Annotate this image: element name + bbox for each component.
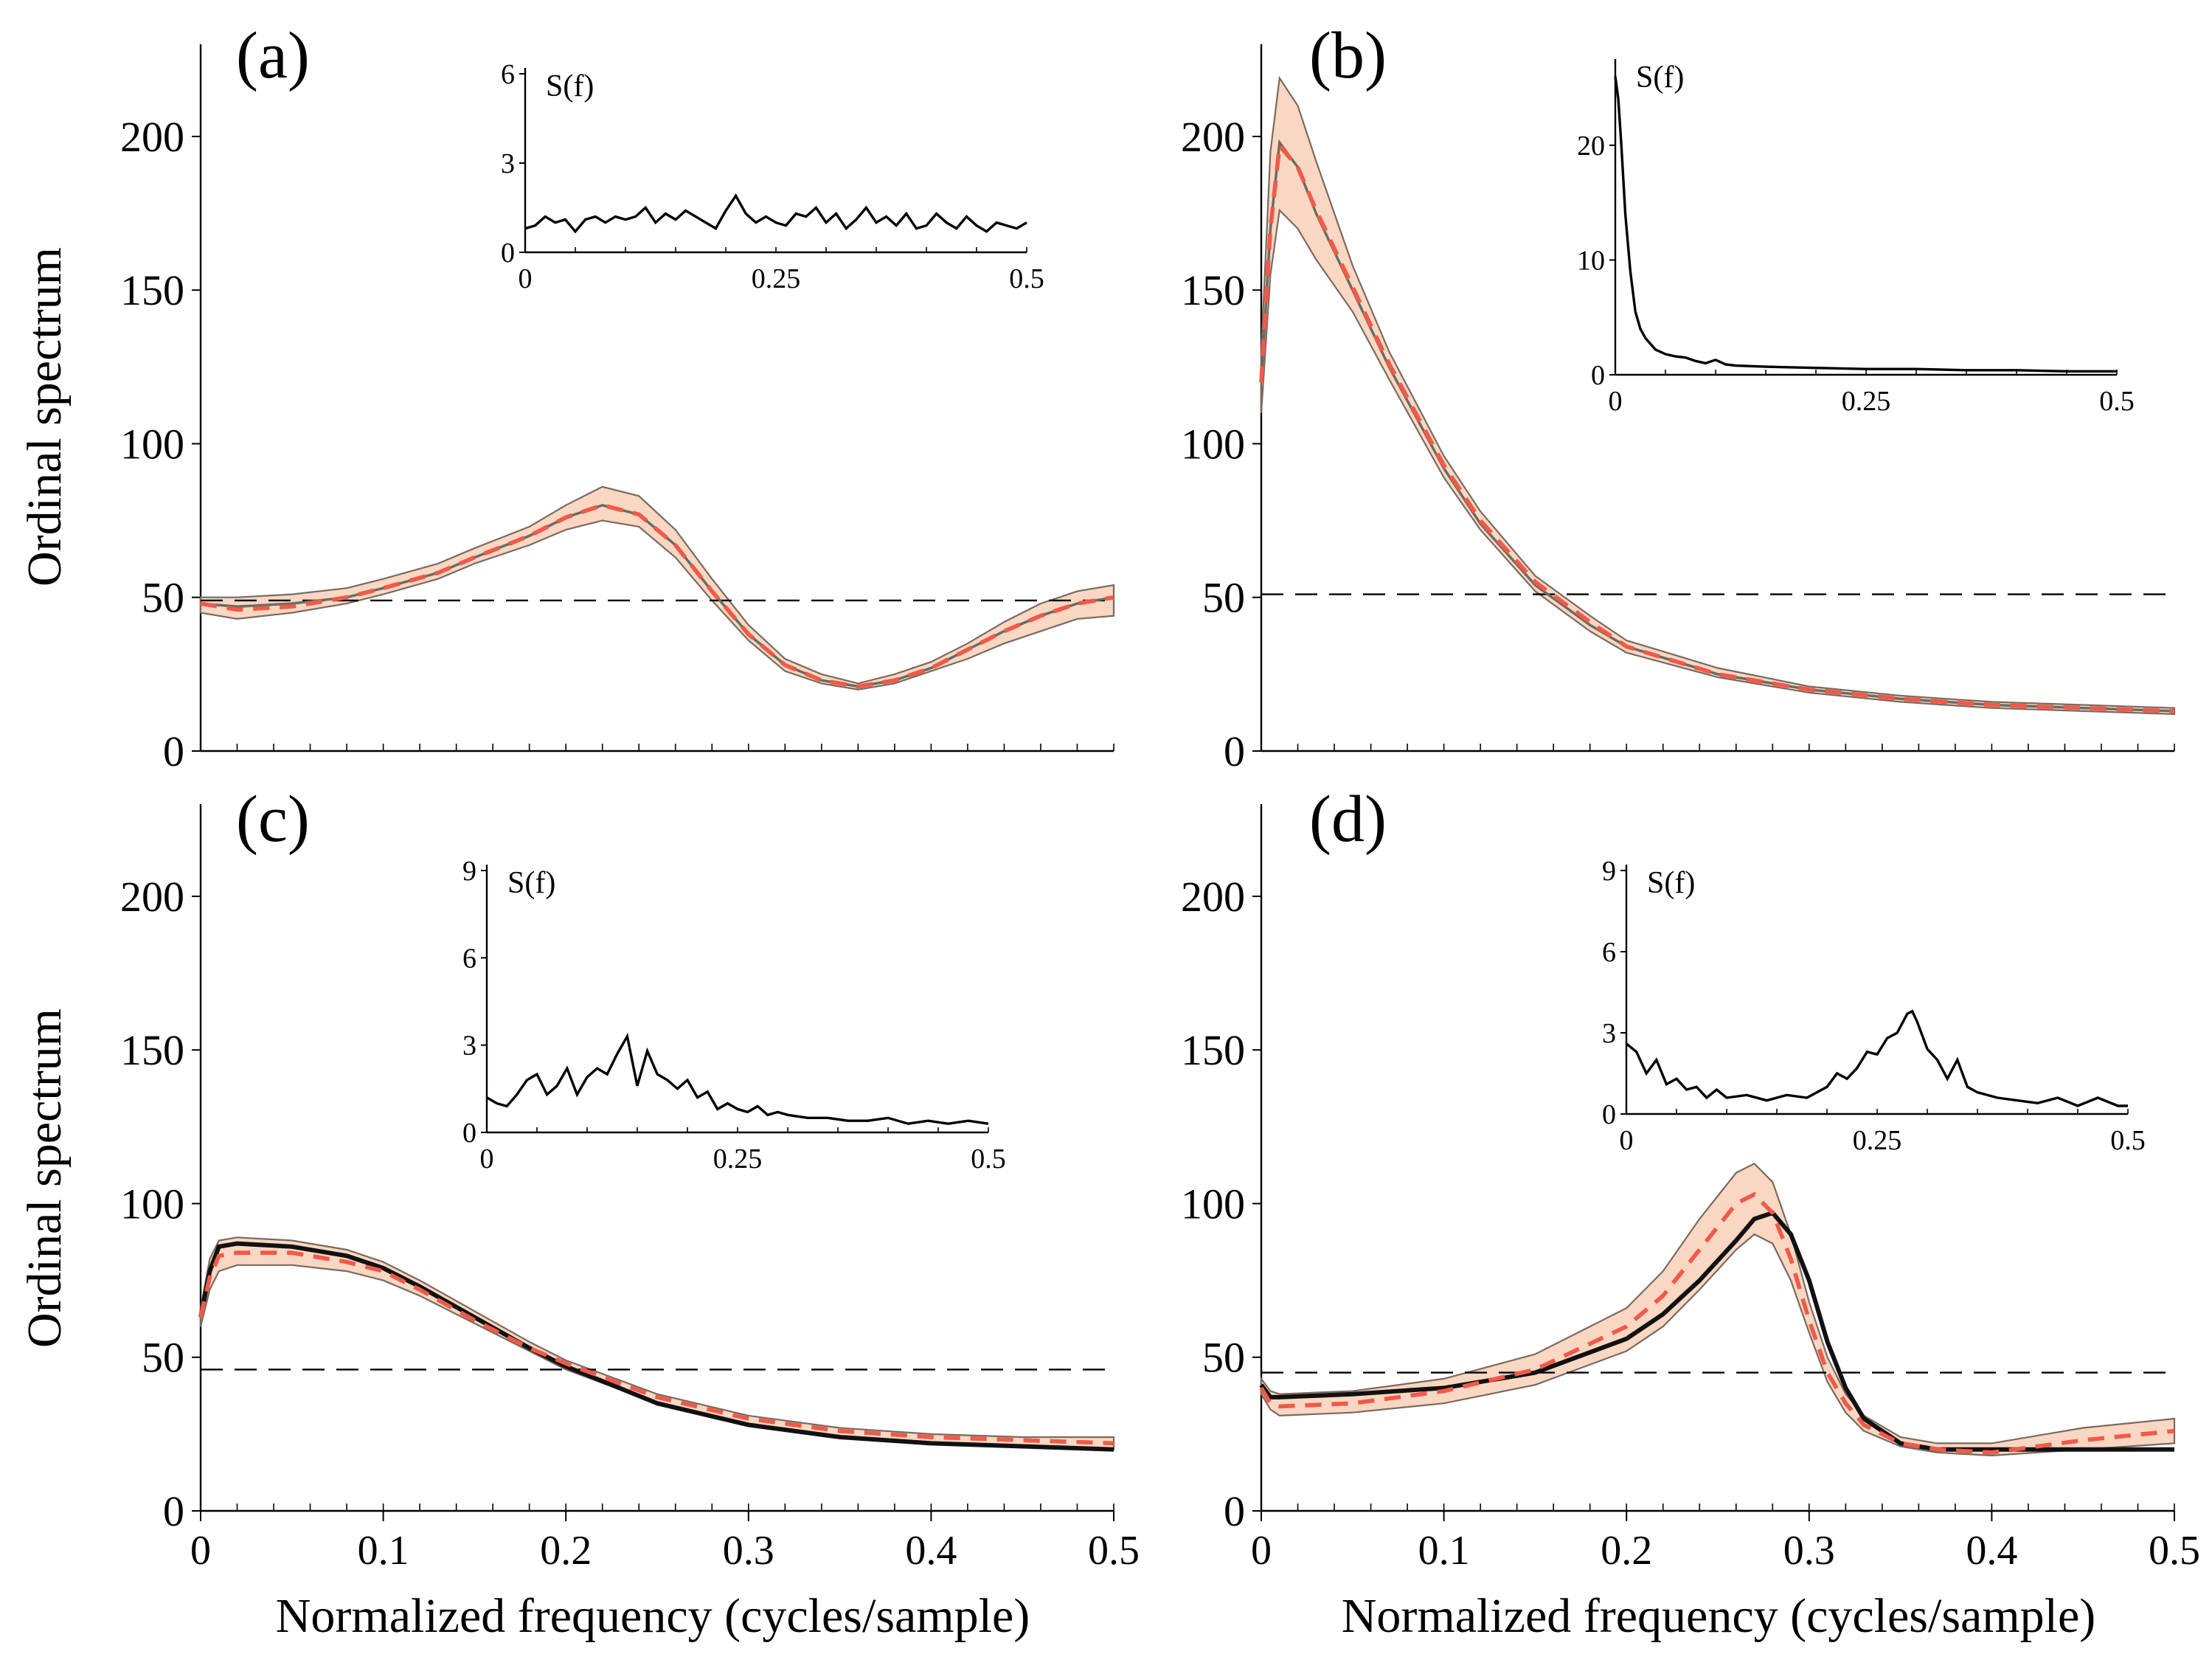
panel-a: 0 50 100 150 200 0 3 6 0 0.25 0.5 S(f) (a) Ordinal … <box>18 19 1115 775</box>
inset-x-tick-label: 0 <box>1620 1125 1634 1156</box>
x-tick-label: 0.4 <box>905 1528 957 1574</box>
panel-label: (d) <box>1309 783 1387 856</box>
inset-y-label: S(f) <box>507 866 555 900</box>
inset-spectrum-line <box>1625 1009 2128 1107</box>
inset-x-tick-label: 0.5 <box>971 1143 1006 1174</box>
y-tick-label: 100 <box>120 1180 184 1228</box>
y-tick-label: 150 <box>120 1026 184 1074</box>
inset-y-tick-label: 20 <box>1577 131 1605 162</box>
inset-x-tick-label: 0.25 <box>752 263 801 294</box>
inset-x-tick-label: 0.5 <box>2110 1125 2146 1156</box>
x-tick-label: 0.1 <box>1418 1528 1470 1574</box>
x-tick-label: 0.5 <box>1088 1528 1140 1574</box>
inset-y-tick-label: 3 <box>1602 1018 1616 1049</box>
y-tick-label: 100 <box>120 420 184 468</box>
inset-spectrum-line <box>524 193 1027 234</box>
inset-y-label: S(f) <box>546 69 594 103</box>
simulated-mean-line-top <box>1259 140 2175 713</box>
inset-spectrum-line <box>1614 76 2117 373</box>
panel-label: (c) <box>236 783 310 856</box>
inset-x-tick-label: 0 <box>480 1143 494 1174</box>
x-tick-label: 0.4 <box>1966 1528 2017 1574</box>
inset-x-tick-label: 0.5 <box>2099 386 2135 417</box>
inset-x-tick-label: 0 <box>519 263 533 294</box>
y-tick-label: 0 <box>163 1487 184 1535</box>
y-tick-label: 150 <box>1181 266 1245 314</box>
simulated-mean-line <box>198 1250 1114 1446</box>
inset-x-tick-label: 0.25 <box>713 1143 763 1174</box>
panel-label: (b) <box>1309 19 1387 92</box>
inset-spectrum-line <box>486 1033 989 1125</box>
confidence-band <box>199 485 1115 691</box>
inset-y-tick-label: 0 <box>501 238 515 269</box>
x-tick-label: 0.1 <box>358 1528 409 1574</box>
inset-y-tick-label: 3 <box>462 1031 476 1062</box>
inset-chart: 0 3 6 9 0 0.25 0.5 S(f) <box>1602 856 2146 1156</box>
x-tick-label: 0 <box>190 1528 211 1574</box>
inset-x-tick-label: 0.25 <box>1853 1125 1902 1156</box>
inset-y-tick-label: 3 <box>501 148 515 179</box>
x-tick-label: 0.2 <box>540 1528 592 1574</box>
inset-y-label: S(f) <box>1636 60 1684 94</box>
confidence-band <box>1260 1162 2176 1457</box>
y-tick-label: 50 <box>142 1334 184 1382</box>
simulated-mean-line <box>1259 140 2175 713</box>
inset-x-tick-label: 0.25 <box>1842 386 1891 417</box>
inset-y-tick-label: 6 <box>501 59 515 90</box>
confidence-band <box>199 1236 1115 1450</box>
simulated-mean-line-top <box>198 1250 1114 1446</box>
simulated-mean-line-top <box>1259 1191 2175 1455</box>
x-tick-label: 0 <box>1251 1528 1272 1574</box>
y-tick-label: 200 <box>1181 113 1245 161</box>
y-tick-label: 0 <box>1224 1487 1245 1535</box>
x-tick-label: 0.5 <box>2149 1528 2200 1574</box>
theoretical-line <box>1260 139 2175 713</box>
y-axis-title: Ordinal spectrum <box>18 247 72 586</box>
x-tick-label: 0.2 <box>1601 1528 1652 1574</box>
panel-d: 0 50 100 150 200 0 0.1 0.2 0.3 0.4 0.5 0 3 6 9 0 0.25 0.5… <box>1181 783 2200 1643</box>
y-tick-label: 50 <box>142 574 184 622</box>
y-tick-label: 100 <box>1181 1180 1245 1228</box>
inset-chart: 0 10 20 0 0.25 0.5 S(f) <box>1577 59 2135 417</box>
y-tick-label: 200 <box>1181 873 1245 921</box>
y-tick-label: 150 <box>120 266 184 314</box>
x-axis-title: Normalized frequency (cycles/sample) <box>276 1589 1030 1643</box>
inset-y-tick-label: 6 <box>1602 937 1616 968</box>
y-tick-label: 50 <box>1202 1334 1245 1382</box>
inset-y-tick-label: 9 <box>462 856 476 887</box>
inset-x-tick-label: 0.5 <box>1009 263 1044 294</box>
panel-c: 0 50 100 150 200 0 0.1 0.2 0.3 0.4 0.5 0 3 6 9 0 0.25 0.5… <box>18 783 1140 1643</box>
inset-y-tick-label: 0 <box>462 1118 476 1149</box>
inset-y-tick-label: 6 <box>462 943 476 974</box>
inset-x-tick-label: 0 <box>1609 386 1623 417</box>
inset-chart: 0 3 6 9 0 0.25 0.5 S(f) <box>462 856 1006 1174</box>
inset-y-label: S(f) <box>1647 866 1695 900</box>
panel-label: (a) <box>236 19 310 92</box>
y-tick-label: 150 <box>1181 1026 1245 1074</box>
inset-y-tick-label: 0 <box>1591 360 1605 391</box>
y-axis-title: Ordinal spectrum <box>18 1008 72 1348</box>
y-tick-label: 50 <box>1202 574 1245 622</box>
y-tick-label: 200 <box>120 873 184 921</box>
x-tick-label: 0.3 <box>723 1528 774 1574</box>
y-tick-label: 0 <box>163 727 184 775</box>
x-axis-title: Normalized frequency (cycles/sample) <box>1342 1589 2096 1643</box>
x-tick-label: 0.3 <box>1783 1528 1835 1574</box>
inset-y-tick-label: 9 <box>1602 856 1616 887</box>
inset-chart: 0 3 6 0 0.25 0.5 S(f) <box>501 59 1044 294</box>
simulated-mean-line-top <box>200 502 1114 689</box>
y-tick-label: 0 <box>1224 727 1245 775</box>
inset-y-tick-label: 0 <box>1602 1099 1616 1130</box>
theoretical-line <box>198 1241 1114 1452</box>
confidence-band <box>1260 75 2176 716</box>
y-tick-label: 100 <box>1181 420 1245 468</box>
inset-y-tick-label: 10 <box>1577 245 1605 276</box>
y-tick-label: 200 <box>120 113 184 161</box>
